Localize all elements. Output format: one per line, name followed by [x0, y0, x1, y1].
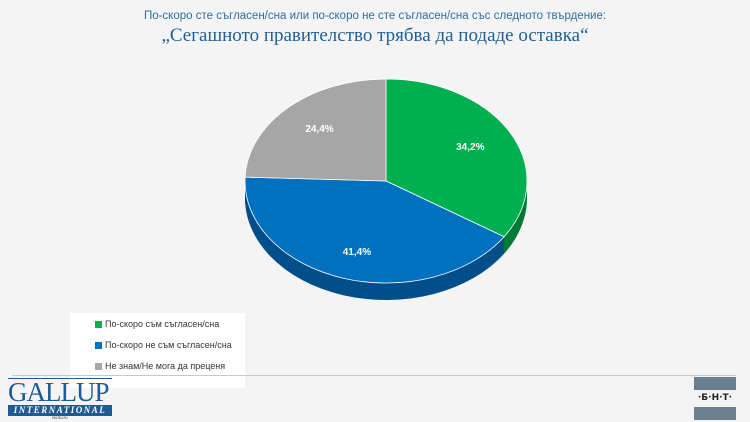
pie-chart: 34,2% 41,4% 24,4% [244, 78, 528, 301]
data-label-2: 24,4% [305, 124, 333, 135]
legend-item-disagree: По-скоро не съм съгласен/сна [95, 340, 232, 350]
pie-slice-2 [244, 78, 387, 182]
legend-label: Не знам/Не мога да преценя [105, 361, 226, 371]
chart-subtitle: По-скоро сте съгласен/сна или по-скоро н… [143, 10, 607, 22]
legend-label: По-скоро съм съгласен/сна [105, 319, 220, 329]
gallup-logo-text: GALLUP [8, 378, 112, 406]
data-label-0: 34,2% [456, 142, 484, 153]
legend-item-dont-know: Не знам/Не мога да преценя [95, 361, 225, 371]
chart-title: „Сегашното правителство трябва да подаде… [161, 25, 589, 46]
bnt-logo-text: ·Б·Н·Т· [697, 393, 733, 403]
pie-slice-1 [244, 176, 505, 284]
legend-item-agree: По-скоро съм съгласен/сна [95, 319, 219, 329]
gallup-logo-international: INTERNATIONAL [8, 405, 112, 416]
legend-swatch [95, 341, 102, 349]
gallup-logo: GALLUP INTERNATIONAL Balkans [8, 378, 112, 421]
data-label-1: 41,4% [343, 247, 371, 258]
legend-label: По-скоро не съм съгласен/сна [105, 340, 232, 350]
footer-divider [12, 375, 736, 376]
legend-swatch [95, 362, 102, 370]
gallup-logo-balkans: Balkans [51, 416, 69, 421]
legend-swatch [95, 320, 102, 328]
bnt-logo: ·Б·Н·Т· [694, 377, 736, 420]
